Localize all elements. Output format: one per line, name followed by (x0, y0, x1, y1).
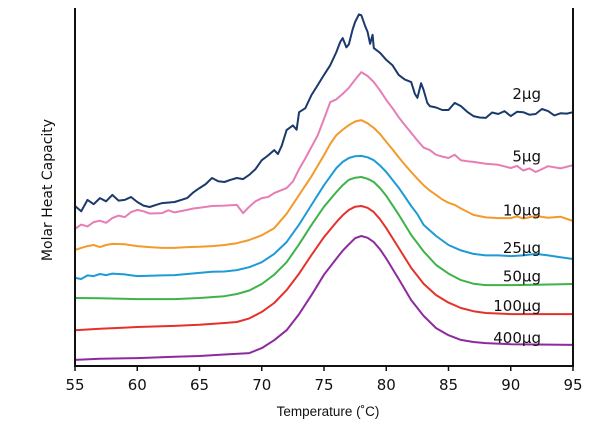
series-line-25ug (74, 154, 574, 280)
x-tick-label-90: 90 (501, 376, 520, 394)
x-tick-label-55: 55 (65, 376, 84, 394)
series-label-10ug: 10µg (503, 201, 541, 219)
series-line-10ug (74, 119, 574, 251)
x-tick-label-85: 85 (439, 376, 458, 394)
series-line-2ug (74, 13, 574, 213)
x-tick-label-65: 65 (190, 376, 209, 394)
series-label-2ug: 2µg (512, 85, 541, 103)
x-ticks: 55 60 65 70 75 80 85 90 95 (65, 366, 583, 394)
x-tick-label-60: 60 (128, 376, 147, 394)
x-tick-label-95: 95 (563, 376, 582, 394)
x-tick-label-80: 80 (377, 376, 396, 394)
series-label-100ug: 100µg (493, 297, 541, 315)
series-label-5ug: 5µg (512, 148, 541, 166)
x-tick-label-70: 70 (252, 376, 271, 394)
series-line-100ug (74, 205, 574, 332)
series-line-5ug (74, 71, 574, 230)
series-label-400ug: 400µg (493, 329, 541, 347)
series-labels: 2µg 5µg 10µg 25µg 50µg 100µg 400µg (493, 85, 541, 347)
series-label-50ug: 50µg (503, 268, 541, 286)
x-axis-title: Temperature (˚C) (277, 404, 380, 419)
series-line-400ug (74, 235, 574, 361)
x-tick-label-75: 75 (314, 376, 333, 394)
y-axis-title: Molar Heat Capacity (40, 119, 56, 261)
series-group (74, 13, 574, 361)
series-line-50ug (74, 176, 574, 301)
series-label-25ug: 25µg (503, 239, 541, 257)
